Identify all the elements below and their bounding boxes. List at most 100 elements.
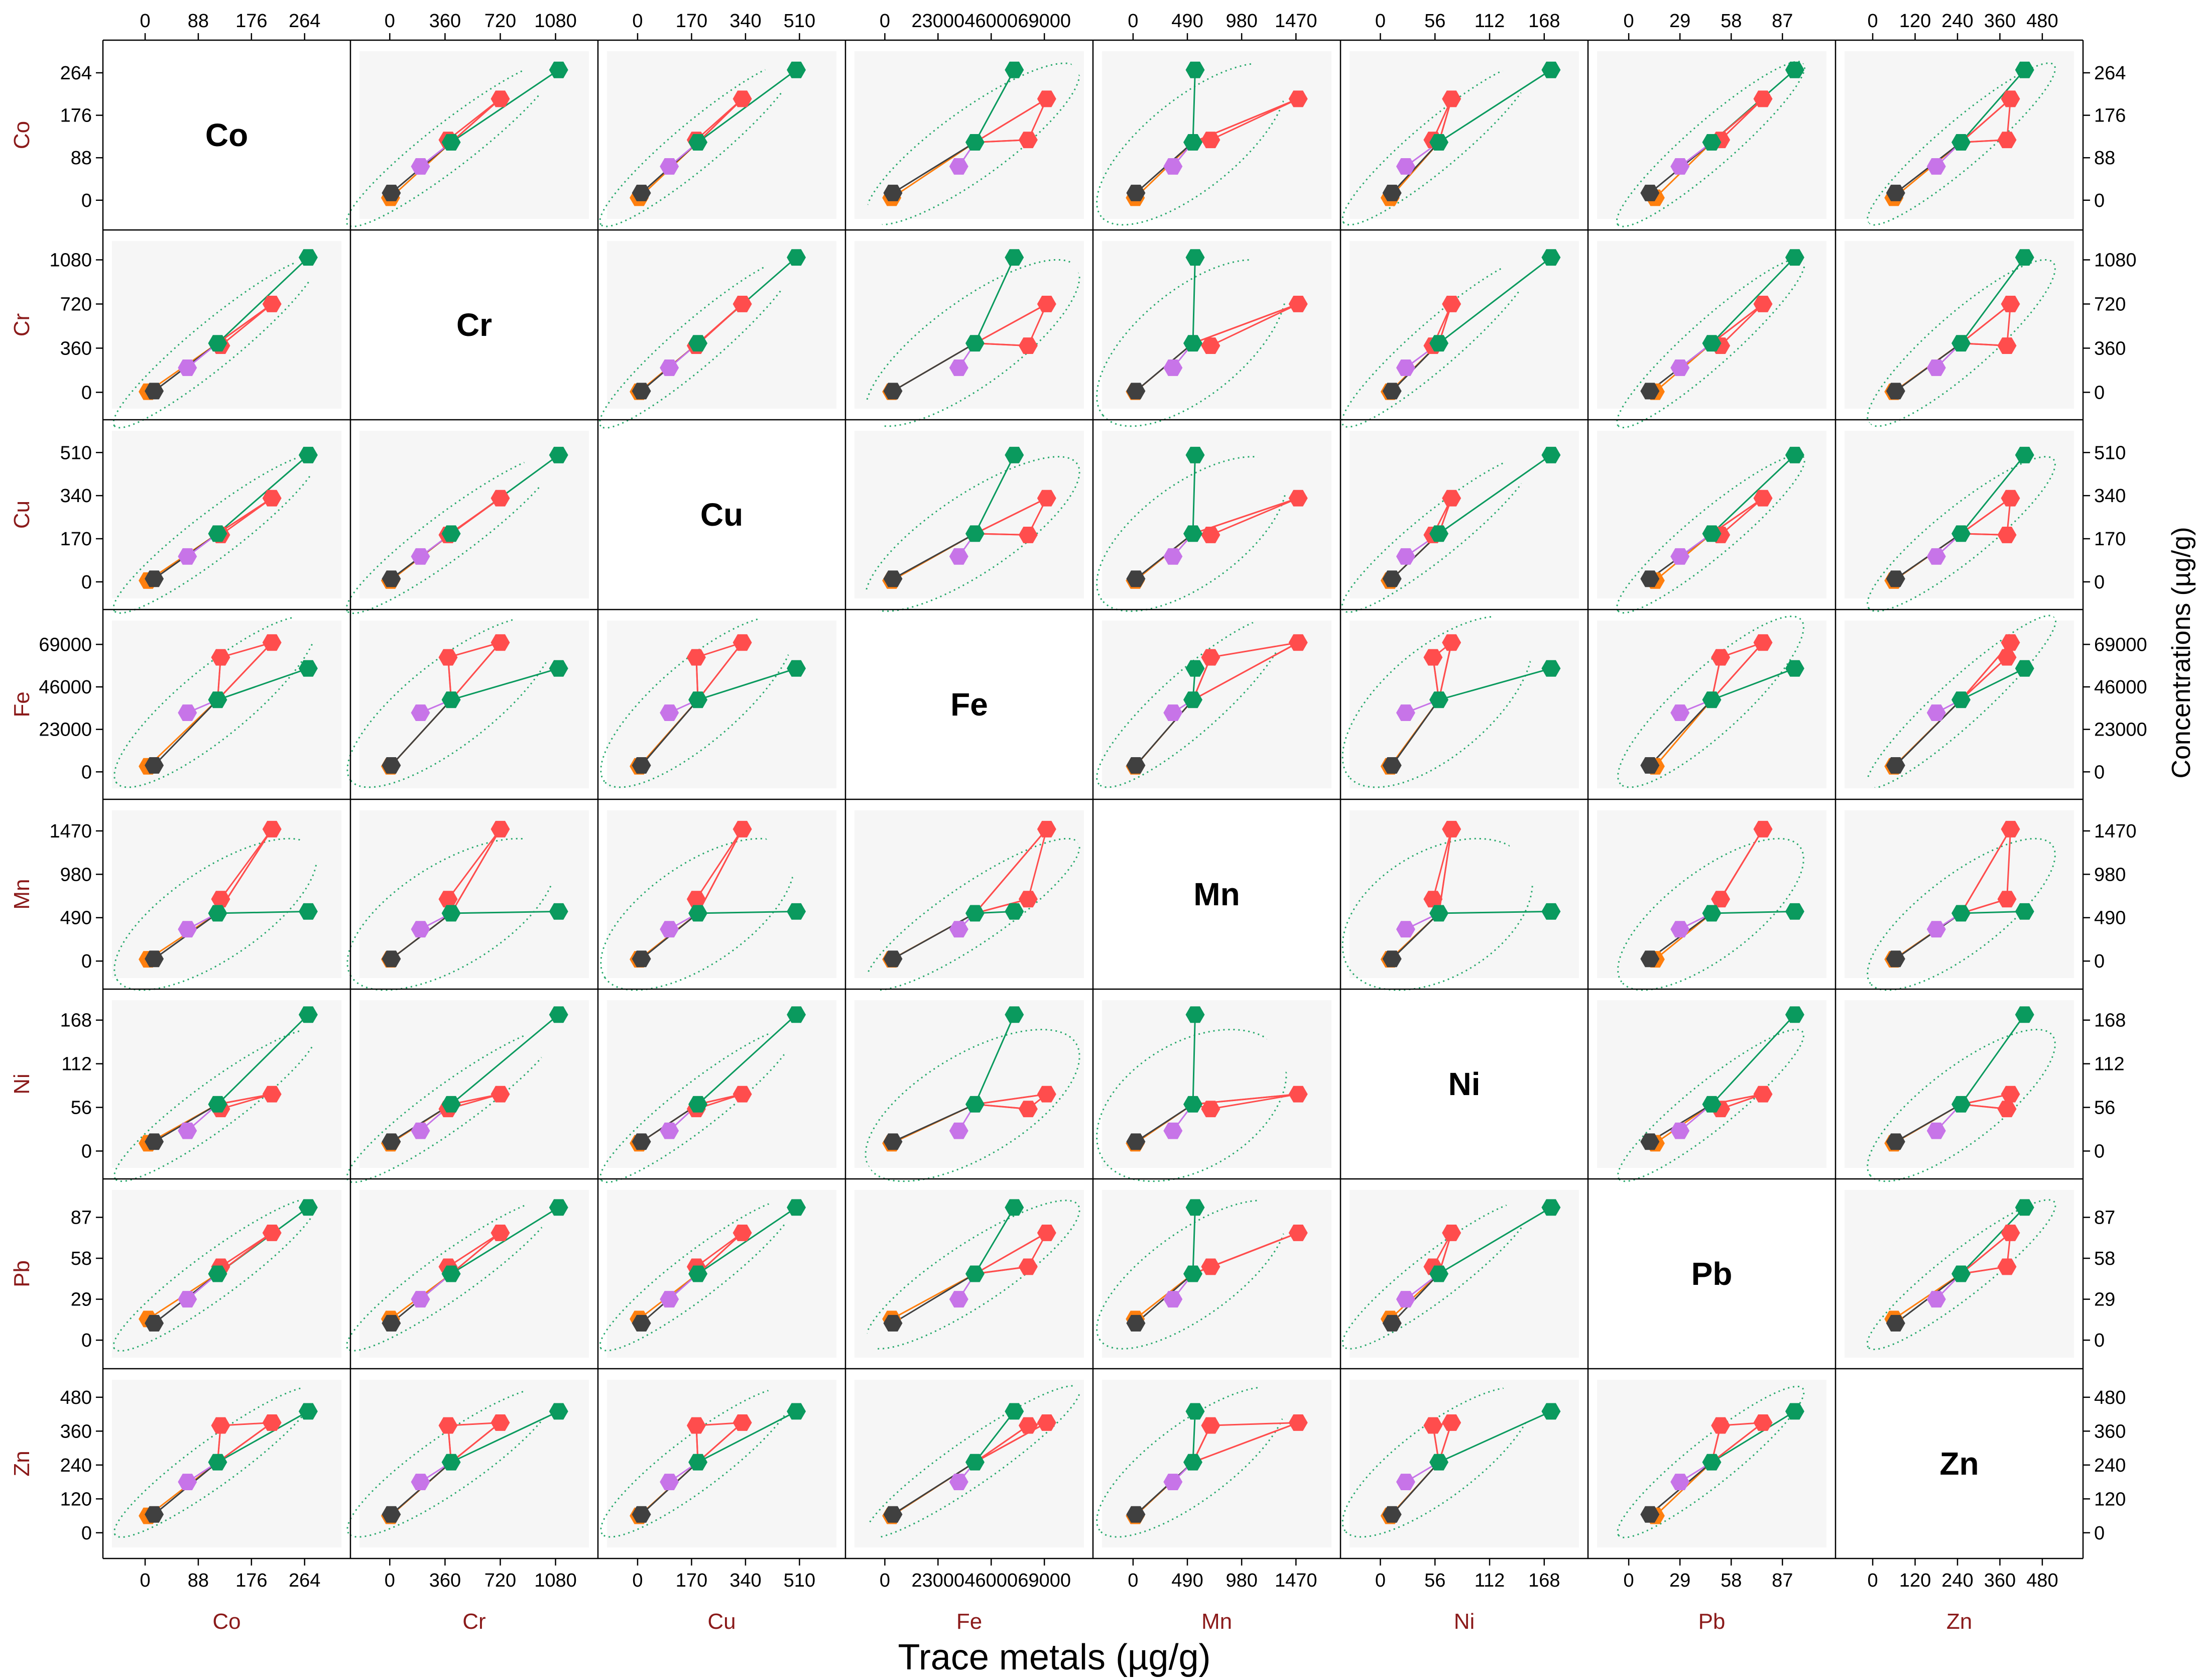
sample-point: [1753, 1414, 1773, 1431]
y-tick-label-left: 0: [81, 762, 92, 783]
sample-link-line: [892, 912, 975, 960]
sample-point: [491, 490, 510, 507]
sample-link-line: [974, 98, 1047, 143]
sample-link-line: [1960, 1207, 2025, 1275]
centroid-point: [1702, 134, 1722, 151]
sample-link-line: [217, 1422, 273, 1463]
sample-point: [1997, 527, 2017, 543]
sample-link-line: [1192, 70, 1196, 143]
sample-link-line: [1711, 1410, 1795, 1463]
sample-link-line: [695, 828, 743, 900]
centroid-point: [1183, 1265, 1202, 1282]
centroid-point: [208, 691, 227, 708]
sample-point: [145, 1133, 164, 1150]
x-tick-label-bottom: 240: [1941, 1570, 1973, 1591]
sample-link-line: [974, 828, 1047, 914]
sample-link-line: [448, 642, 501, 658]
sample-point: [411, 1474, 430, 1490]
diagonal-panel: [103, 40, 350, 230]
sample-point: [1541, 61, 1561, 78]
y-tick-label-right: 0: [2094, 190, 2105, 211]
sample-point: [1018, 337, 1038, 354]
sample-point: [262, 634, 282, 651]
y-tick-label-right: 0: [2094, 382, 2105, 403]
sample-link-line: [1960, 257, 2025, 344]
sample-point: [883, 383, 903, 400]
diagonal-panel: [1340, 989, 1588, 1179]
sample-point: [1442, 296, 1461, 312]
sample-point: [1126, 1314, 1146, 1332]
sample-link-line: [695, 98, 743, 141]
y-tick-label-left: 58: [71, 1248, 92, 1269]
sample-point: [549, 446, 568, 463]
y-tick-label-right: 1470: [2094, 821, 2137, 842]
confidence-ellipse: [1867, 456, 2056, 612]
sample-point: [1926, 1122, 1946, 1139]
sample-point: [1753, 634, 1773, 651]
centroid-point: [1702, 1454, 1722, 1471]
sample-point: [549, 1006, 568, 1023]
x-tick-label-bottom: 0: [632, 1570, 643, 1591]
sample-point: [1382, 1314, 1402, 1332]
sample-link-line: [1192, 1014, 1196, 1105]
centroid-point: [688, 905, 708, 922]
x-tick-label-bottom: 170: [676, 1570, 707, 1591]
confidence-ellipse: [1617, 616, 1804, 788]
sample-link-line: [974, 1093, 1047, 1105]
sample-link-line: [892, 1461, 975, 1515]
sample-point: [1163, 548, 1183, 565]
sample-point: [1396, 1291, 1415, 1308]
sample-point: [2015, 61, 2034, 78]
sample-point: [491, 1086, 510, 1103]
sample-point: [2001, 490, 2020, 507]
column-label: Ni: [1454, 1609, 1475, 1634]
x-tick-label-bottom: 0: [140, 1570, 150, 1591]
sample-link-line: [697, 1410, 797, 1463]
sample-point: [632, 1506, 651, 1523]
sample-link-line: [220, 828, 273, 900]
x-tick-label-top: 0: [880, 11, 890, 32]
sample-point: [1163, 359, 1183, 376]
sample-link-line: [892, 1103, 975, 1143]
y-tick-label-right: 490: [2094, 908, 2126, 929]
sample-point: [491, 634, 510, 651]
centroid-point: [1951, 1265, 1971, 1282]
sample-point: [1423, 649, 1443, 666]
sample-point: [145, 1506, 164, 1523]
centroid-point: [965, 905, 985, 922]
y-tick-label-left: 56: [71, 1098, 92, 1119]
y-tick-label-left: 88: [71, 148, 92, 169]
sample-point: [1926, 158, 1946, 175]
sample-point: [1785, 61, 1804, 78]
sample-link-line: [1960, 1014, 2025, 1105]
sample-link-line: [447, 1232, 501, 1268]
y-tick-label-left: 168: [60, 1010, 92, 1031]
sample-link-line: [892, 1273, 975, 1324]
sample-point: [1382, 383, 1402, 400]
sample-link-line: [447, 98, 501, 141]
sample-point: [883, 950, 903, 968]
sample-point: [211, 1417, 230, 1434]
sample-link-line: [220, 642, 273, 658]
y-axis-title: Concentrations (µg/g): [2167, 527, 2196, 778]
sample-point: [1541, 660, 1561, 677]
sample-link-line: [1210, 1232, 1299, 1268]
centroid-point: [1951, 525, 1971, 542]
sample-point: [1886, 1314, 1905, 1332]
sample-point: [145, 383, 164, 400]
sample-link-line: [450, 642, 501, 700]
sample-link-line: [1711, 1014, 1795, 1105]
y-tick-label-left: 0: [81, 572, 92, 593]
sample-link-line: [1210, 1093, 1298, 1110]
sample-point: [1442, 90, 1461, 107]
panel-background: [1102, 1190, 1331, 1358]
sample-point: [549, 903, 568, 920]
panel-background: [1845, 1000, 2074, 1168]
centroid-point: [1951, 134, 1971, 151]
column-label: Zn: [1946, 1609, 1972, 1634]
x-tick-label-top: 360: [1984, 11, 2016, 32]
sample-point: [382, 757, 401, 774]
sample-link-line: [1720, 828, 1764, 900]
panel-background: [854, 810, 1084, 978]
sample-point: [1201, 649, 1220, 666]
